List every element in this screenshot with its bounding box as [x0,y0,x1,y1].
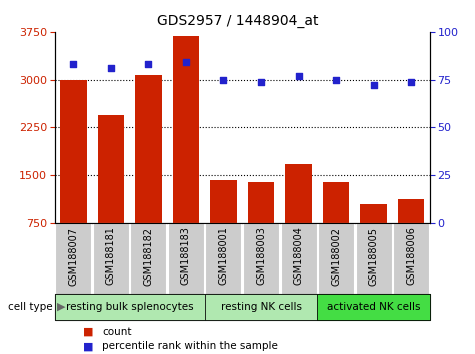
Bar [168,223,204,294]
Text: GSM188002: GSM188002 [331,227,341,286]
Text: cell type: cell type [8,302,52,312]
Bar [60,80,86,271]
Bar [317,294,430,320]
Text: GSM188006: GSM188006 [406,227,416,285]
Point [370,82,377,88]
Text: GSM188181: GSM188181 [106,227,116,285]
Text: resting bulk splenocytes: resting bulk splenocytes [66,302,193,312]
Point [332,77,340,82]
Text: percentile rank within the sample: percentile rank within the sample [102,341,278,351]
Bar [93,223,129,294]
Bar [356,223,391,294]
Text: count: count [102,327,132,337]
Text: GSM188003: GSM188003 [256,227,266,285]
Text: GSM188183: GSM188183 [181,227,191,285]
Text: GSM188001: GSM188001 [218,227,228,285]
Text: resting NK cells: resting NK cells [220,302,302,312]
Bar [56,223,91,294]
Text: GSM188007: GSM188007 [68,227,78,286]
Text: GSM188005: GSM188005 [369,227,379,286]
Bar [285,164,312,271]
Bar [173,36,199,271]
Text: GSM188182: GSM188182 [143,227,153,286]
Point [294,73,302,79]
Bar [323,182,349,271]
Point [107,65,115,71]
Point [257,79,265,84]
Bar [248,182,274,271]
Bar [135,75,162,271]
Bar [318,223,354,294]
Text: ■: ■ [83,341,94,351]
Bar [55,294,205,320]
Bar [206,223,241,294]
Point [69,62,77,67]
Text: GSM188004: GSM188004 [294,227,304,285]
Bar [131,223,166,294]
Text: ▶: ▶ [57,302,66,312]
Point [219,77,227,82]
Text: ■: ■ [83,327,94,337]
Bar [205,294,317,320]
Bar [210,180,237,271]
Text: GDS2957 / 1448904_at: GDS2957 / 1448904_at [157,14,318,28]
Bar [398,199,424,271]
Text: activated NK cells: activated NK cells [327,302,420,312]
Bar [281,223,316,294]
Bar [243,223,279,294]
Point [407,79,415,84]
Point [182,59,190,65]
Bar [393,223,429,294]
Point [144,62,152,67]
Bar [361,204,387,271]
Bar [98,115,124,271]
